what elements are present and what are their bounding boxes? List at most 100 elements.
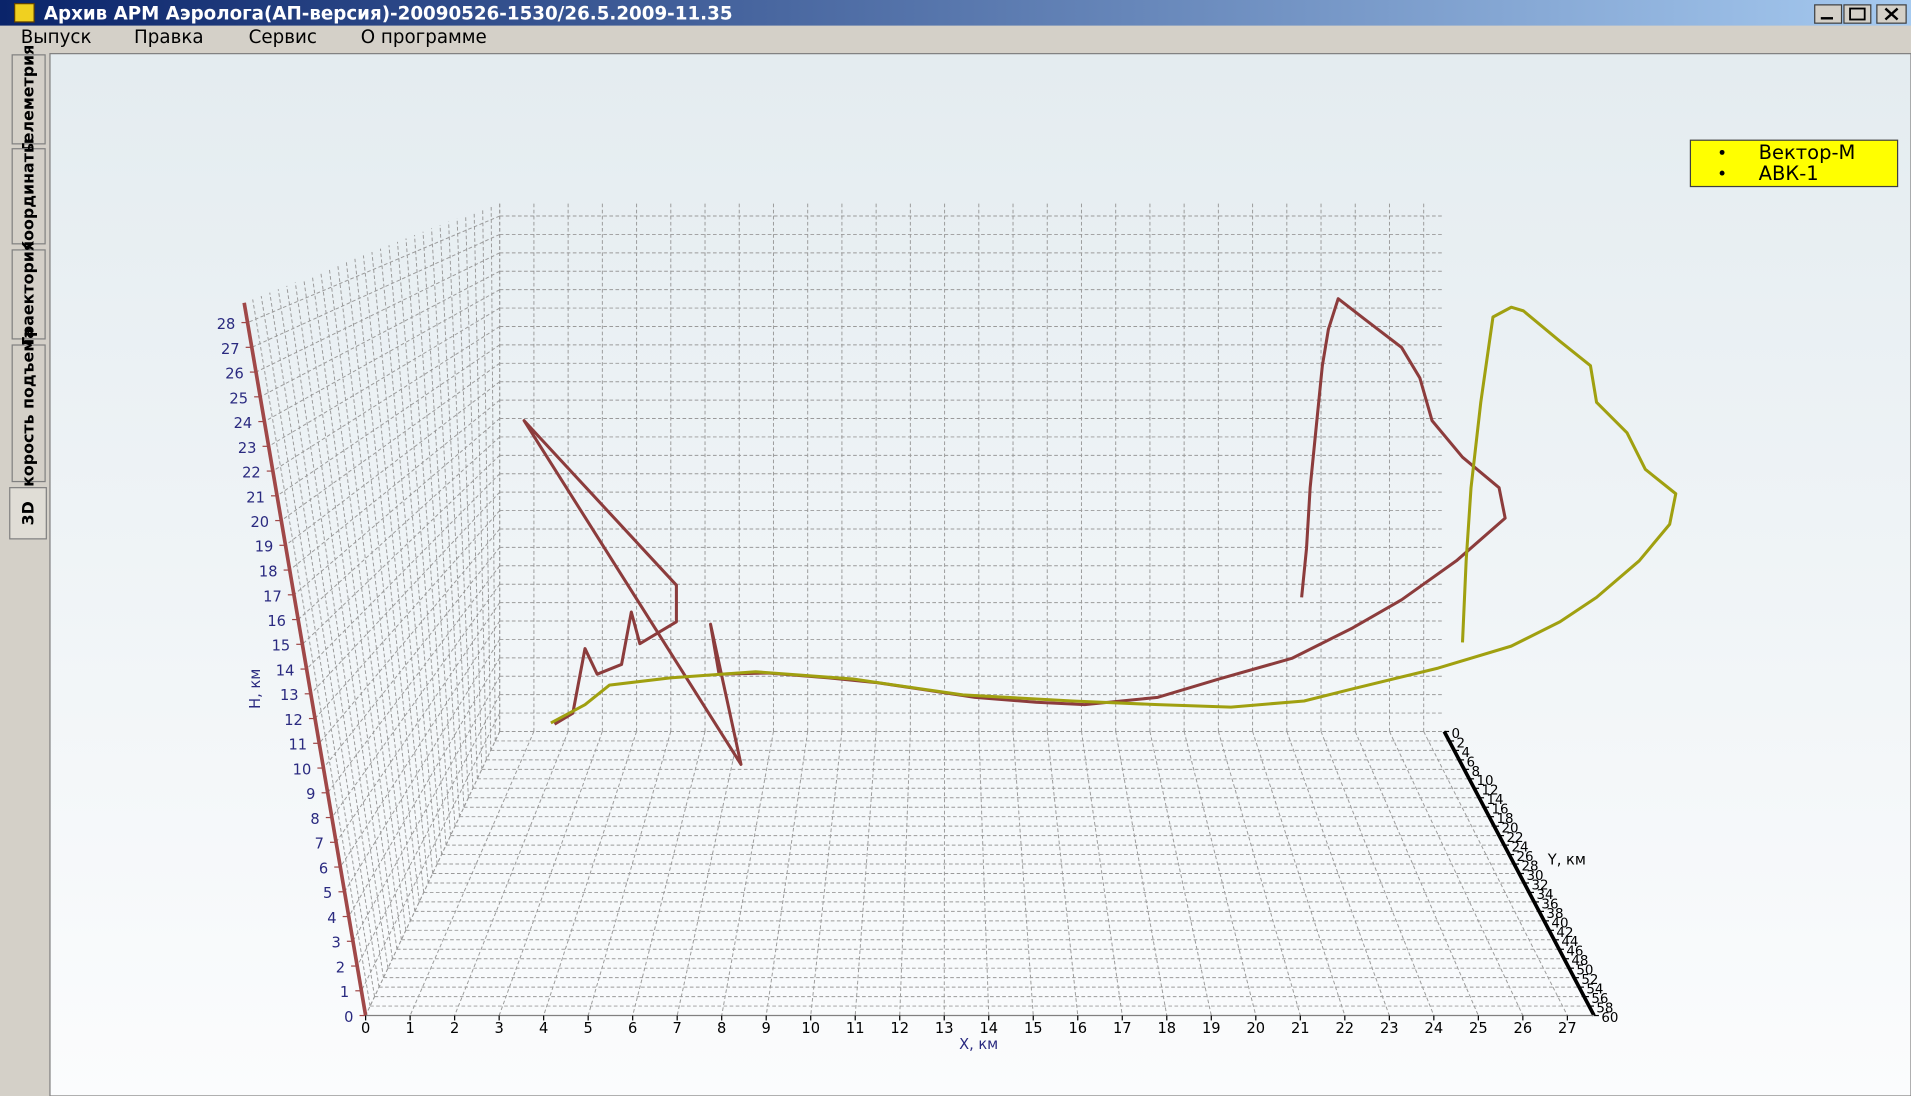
y-tick-label: 2 xyxy=(1457,736,1466,751)
z-tick-label: 6 xyxy=(319,860,328,877)
x-tick-label: 23 xyxy=(1380,1020,1399,1037)
z-tick-label: 23 xyxy=(238,440,257,457)
x-axis-title: Х, км xyxy=(959,1036,998,1053)
tab[interactable] xyxy=(9,487,47,540)
x-tick-label: 19 xyxy=(1202,1020,1221,1037)
grid-line xyxy=(320,272,407,931)
x-tick-label: 25 xyxy=(1469,1020,1488,1037)
tab-label: Телеметрия xyxy=(19,45,38,154)
grid-line xyxy=(405,238,452,836)
grid-line xyxy=(465,214,483,770)
x-tick-label: 9 xyxy=(762,1020,771,1037)
legend-marker xyxy=(1719,170,1725,176)
y-tick-label: 46 xyxy=(1566,945,1583,960)
z-tick-label: 25 xyxy=(229,390,248,407)
y-tick-label: 6 xyxy=(1467,755,1476,770)
grid-line xyxy=(337,265,416,912)
legend-marker xyxy=(1719,149,1725,155)
trajectory-line xyxy=(522,297,1507,766)
z-tick-label: 20 xyxy=(251,514,270,531)
x-tick-label: 2 xyxy=(450,1020,459,1037)
tab-label: Координаты xyxy=(19,139,38,254)
tab-label: Траектория xyxy=(19,241,38,348)
tab[interactable] xyxy=(11,148,46,245)
grid-line xyxy=(379,248,438,865)
y-tick-label: 54 xyxy=(1586,983,1603,998)
grid-line xyxy=(252,299,371,1007)
grid-line xyxy=(439,224,469,798)
x-tick-label: 16 xyxy=(1068,1020,1087,1037)
y-tick-label: 14 xyxy=(1487,793,1504,808)
y-tick-label: 20 xyxy=(1501,822,1518,837)
tab[interactable] xyxy=(11,249,46,340)
z-tick-label: 14 xyxy=(276,662,295,679)
x-tick-label: 24 xyxy=(1425,1020,1444,1037)
z-tick-label: 15 xyxy=(272,638,291,655)
grid-line xyxy=(456,218,478,779)
y-tick-label: 52 xyxy=(1581,973,1598,988)
x-tick-label: 18 xyxy=(1157,1020,1176,1037)
menu-item[interactable]: О программе xyxy=(361,27,487,48)
tab-label: 3D xyxy=(19,501,38,525)
minimize-button[interactable] xyxy=(1814,4,1843,24)
x-tick-label: 4 xyxy=(539,1020,548,1037)
grid-line xyxy=(414,235,456,827)
grid-line xyxy=(345,262,420,902)
tab[interactable] xyxy=(11,54,46,145)
y-tick-label: 40 xyxy=(1551,916,1568,931)
y-tick-label: 8 xyxy=(1472,765,1481,780)
z-tick-label: 13 xyxy=(280,687,299,704)
grid-line xyxy=(448,221,474,789)
z-tick-label: 2 xyxy=(336,959,345,976)
y-tick-label: 0 xyxy=(1452,727,1461,742)
grid-line xyxy=(482,208,492,751)
z-tick-label: 27 xyxy=(221,341,240,358)
x-tick-label: 10 xyxy=(801,1020,820,1037)
x-tick-label: 21 xyxy=(1291,1020,1310,1037)
menu-item[interactable]: Выпуск xyxy=(21,27,92,48)
grid-line xyxy=(371,251,434,874)
tab-label: Скорость подъема xyxy=(19,328,38,498)
menu-item[interactable]: Сервис xyxy=(249,27,317,48)
x-tick-label: 8 xyxy=(717,1020,726,1037)
title-bar xyxy=(0,0,1911,26)
tab[interactable] xyxy=(11,344,46,483)
y-tick-label: 50 xyxy=(1576,964,1593,979)
legend-label: Вектор-М xyxy=(1759,141,1856,164)
y-axis-title: Y, км xyxy=(1547,852,1586,869)
y-tick-label: 24 xyxy=(1511,841,1528,856)
x-tick-label: 13 xyxy=(935,1020,954,1037)
legend-box xyxy=(1689,139,1899,188)
x-tick-label: 6 xyxy=(628,1020,637,1037)
trajectories xyxy=(522,297,1678,766)
grid-line xyxy=(396,241,447,846)
z-tick-label: 7 xyxy=(315,836,324,853)
z-tick-label: 28 xyxy=(217,316,236,333)
y-tick-label: 34 xyxy=(1536,888,1553,903)
z-tick-label: 9 xyxy=(306,786,315,803)
grid-line xyxy=(431,228,465,808)
maximize-icon xyxy=(1849,7,1866,21)
window-controls xyxy=(1814,4,1907,24)
y-tick-label: 22 xyxy=(1506,831,1523,846)
z-tick-label: 17 xyxy=(263,588,282,605)
z-tick-label: 10 xyxy=(293,761,312,778)
menu-item[interactable]: Правка xyxy=(134,27,204,48)
x-tick-label: 3 xyxy=(495,1020,504,1037)
grid-line xyxy=(454,731,569,1016)
z-tick-label: 24 xyxy=(234,415,253,432)
x-tick-label: 11 xyxy=(846,1020,865,1037)
z-tick-label: 19 xyxy=(255,539,274,556)
z-tick-label: 4 xyxy=(327,910,336,927)
grid-line xyxy=(303,279,398,950)
z-tick-label: 22 xyxy=(242,465,261,482)
y-tick-label: 30 xyxy=(1526,869,1543,884)
y-tick-label: 16 xyxy=(1491,803,1508,818)
x-tick-label: 12 xyxy=(890,1020,909,1037)
chart: 0123456789101112131415161718192021222324… xyxy=(217,201,1618,1053)
grid-line xyxy=(260,295,376,997)
z-tick-label: 18 xyxy=(259,564,278,581)
